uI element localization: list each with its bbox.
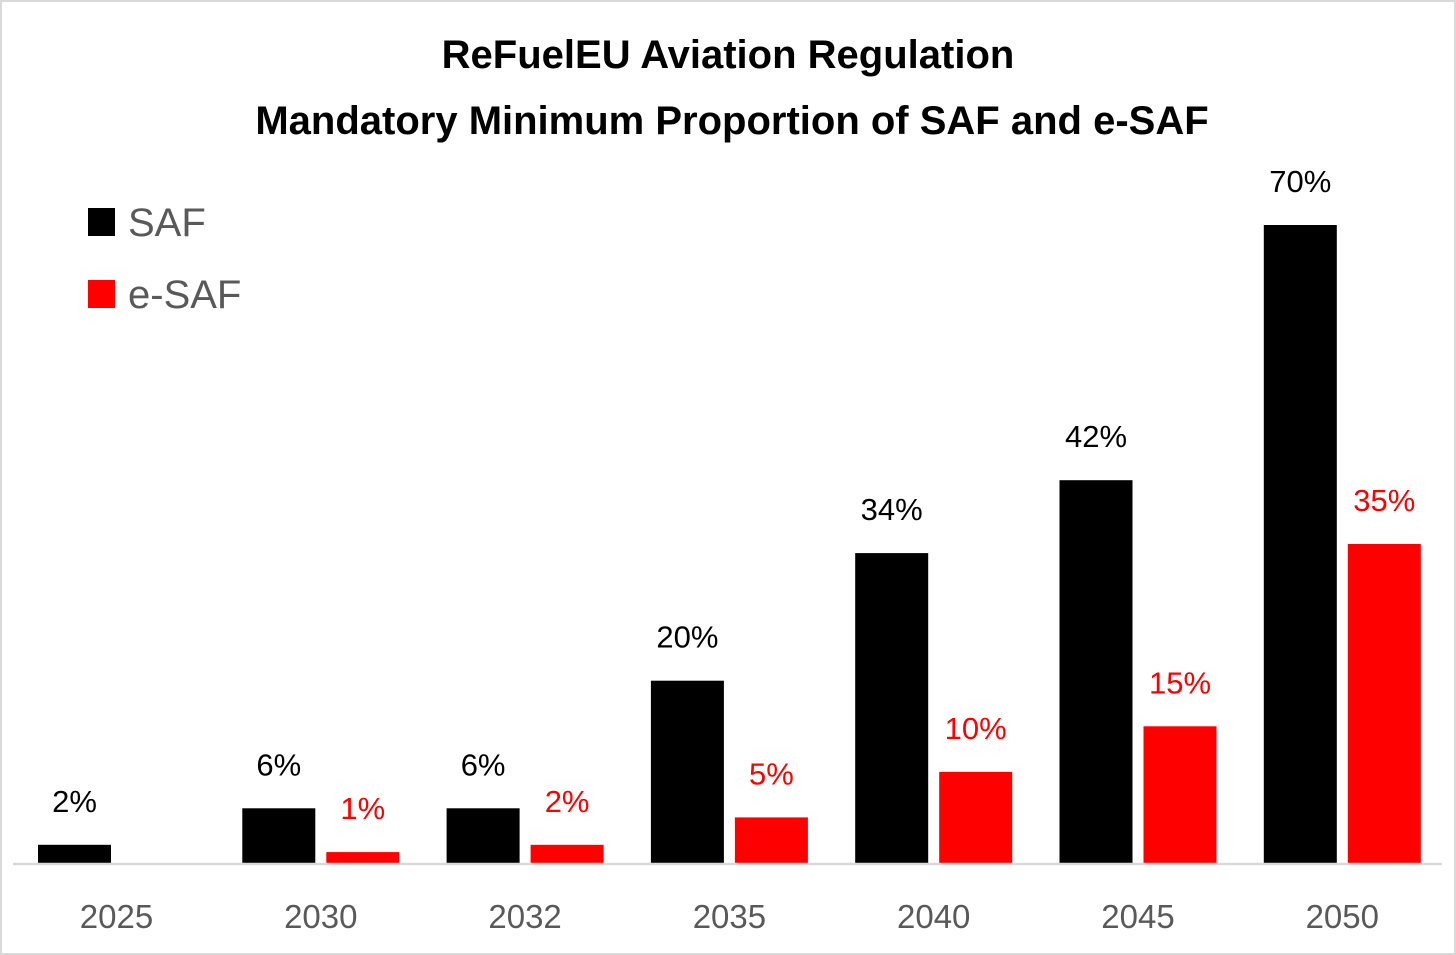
data-label-saf-2035: 20% <box>656 620 718 655</box>
x-tick-label-2045: 2045 <box>1101 898 1174 935</box>
x-tick-label-2032: 2032 <box>488 898 561 935</box>
data-labels: 2% 6% 1% 6% 2% 20% 5% 34% 10% 42% 15% 70% 35% <box>52 164 1415 826</box>
bar-e-saf-2040 <box>939 771 1013 863</box>
x-tick-label-2025: 2025 <box>80 898 153 935</box>
data-label-saf-2050: 70% <box>1269 164 1331 199</box>
bar-e-saf-2050 <box>1347 544 1421 863</box>
data-label-e-saf-2050: 35% <box>1353 483 1415 518</box>
chart-title-line-2: Mandatory Minimum Proportion of SAF and … <box>255 99 1208 143</box>
x-tick-label-2050: 2050 <box>1306 898 1379 935</box>
x-tick-label-2040: 2040 <box>897 898 970 935</box>
legend-swatch-e-saf <box>88 280 115 308</box>
data-label-saf-2025: 2% <box>52 784 97 819</box>
data-label-saf-2045: 42% <box>1065 419 1127 454</box>
bar-saf-2040 <box>855 553 929 863</box>
bar-saf-2050 <box>1263 225 1337 863</box>
bar-saf-2025 <box>38 844 111 863</box>
data-label-saf-2032: 6% <box>461 747 506 782</box>
legend-swatch-saf <box>88 208 115 236</box>
legend-label-e-saf: e-SAF <box>128 273 241 317</box>
bar-e-saf-2032 <box>530 844 604 863</box>
x-tick-label-2035: 2035 <box>693 898 766 935</box>
data-label-saf-2030: 6% <box>256 747 301 782</box>
data-label-e-saf-2045: 15% <box>1149 665 1211 700</box>
x-axis-tick-labels: 2025 2030 2032 2035 2040 2045 2050 <box>80 898 1379 935</box>
bar-saf-2030 <box>242 808 316 863</box>
bar-e-saf-2030 <box>326 852 400 863</box>
bar-saf-2045 <box>1059 480 1133 863</box>
bar-e-saf-2045 <box>1143 726 1217 863</box>
legend-label-saf: SAF <box>128 201 206 245</box>
bars <box>38 225 1421 863</box>
x-tick-label-2030: 2030 <box>284 898 357 935</box>
data-label-e-saf-2030: 1% <box>340 791 385 826</box>
legend: SAF e-SAF <box>88 201 241 317</box>
data-label-e-saf-2035: 5% <box>749 756 794 791</box>
chart-title-line-1: ReFuelEU Aviation Regulation <box>442 33 1015 77</box>
data-label-e-saf-2040: 10% <box>945 711 1007 746</box>
bar-saf-2035 <box>650 680 724 863</box>
bar-e-saf-2035 <box>734 817 808 863</box>
data-label-saf-2040: 34% <box>861 492 923 527</box>
bar-saf-2032 <box>446 808 520 863</box>
data-label-e-saf-2032: 2% <box>545 784 590 819</box>
